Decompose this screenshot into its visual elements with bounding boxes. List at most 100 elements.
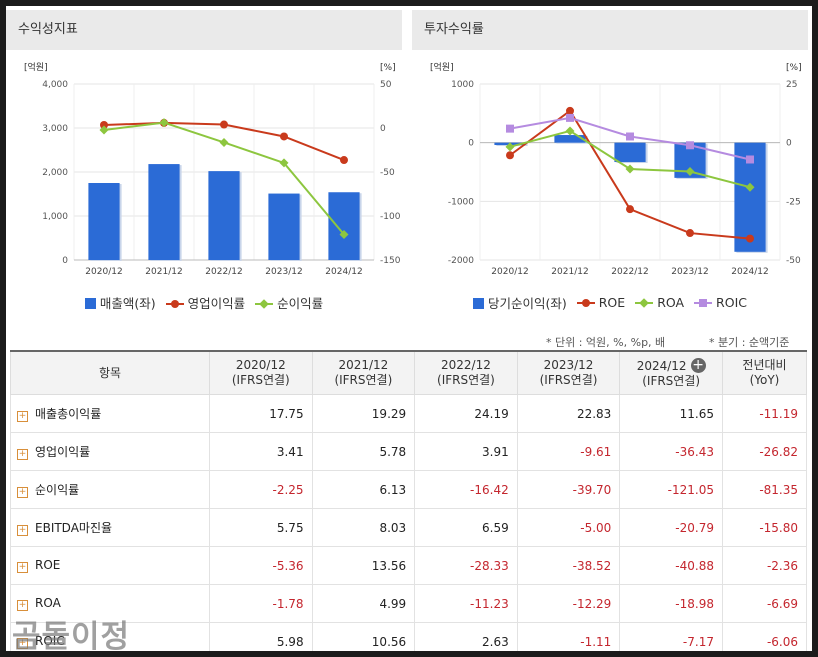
point-marker <box>505 142 515 152</box>
table-cell: -7.17 <box>619 622 723 651</box>
investment-return-panel: 투자수익률 1000 0 -1000 -2000 25 0 -25 -50 [억원] [%] 202… <box>412 10 808 312</box>
left-axis-tick: 1000 <box>451 80 474 90</box>
table-cell: -9.61 <box>516 432 621 471</box>
row-label-cell[interactable]: + EBITDA마진율 <box>10 508 210 547</box>
expand-row-icon[interactable]: + <box>17 562 28 573</box>
legend-label: 매출액(좌) <box>99 296 156 311</box>
legend-swatch-line <box>255 298 274 309</box>
point-marker <box>746 234 754 243</box>
right-axis-tick: 50 <box>380 80 392 90</box>
column-header: 2023/12 (IFRS연결) <box>516 350 621 395</box>
legend-label: ROA <box>657 295 685 310</box>
point-marker <box>565 126 575 136</box>
bar <box>614 142 646 163</box>
column-header: 전년대비 (YoY) <box>721 350 808 395</box>
legend-swatch-line <box>694 297 713 308</box>
row-label-cell[interactable]: + 순이익률 <box>10 470 210 509</box>
table-cell: 22.83 <box>516 394 621 433</box>
table-cell: -121.05 <box>619 470 723 509</box>
watermark: 곰돌이정 <box>12 619 131 651</box>
legend-item[interactable]: ROE <box>576 295 625 310</box>
row-label-cell[interactable]: + ROE <box>10 546 210 585</box>
left-axis-tick: 4,000 <box>42 80 68 90</box>
category-label: 2024/12 <box>325 267 362 277</box>
left-axis-tick: 0 <box>468 139 474 149</box>
right-axis-tick: 0 <box>380 124 386 134</box>
point-marker <box>745 182 755 192</box>
right-axis-tick: -150 <box>380 256 401 266</box>
row-label-cell[interactable]: + ROA <box>10 584 210 623</box>
bar <box>148 164 180 260</box>
point-marker <box>626 205 634 214</box>
left-axis-tick: -2000 <box>448 256 474 266</box>
profitability-panel: 수익성지표 4,000 3,000 2,000 1,000 0 50 0 -50 -100 -15… <box>6 10 402 312</box>
table-cell: -1.11 <box>516 622 621 651</box>
row-label-cell[interactable]: + 영업이익률 <box>10 432 210 471</box>
point-marker <box>99 125 109 135</box>
table-cell: -6.06 <box>721 622 808 651</box>
column-period: 2021/12 <box>338 358 389 372</box>
row-label-cell[interactable]: + 매출총이익률 <box>10 394 210 433</box>
column-period: 2023/12 <box>543 358 594 372</box>
category-label: 2023/12 <box>671 267 708 277</box>
left-axis-tick: 1,000 <box>42 212 68 222</box>
right-axis-tick: -100 <box>380 212 401 222</box>
legend-item[interactable]: 당기순이익(좌) <box>472 293 567 312</box>
expand-row-icon[interactable]: + <box>17 638 28 649</box>
table-cell: 5.78 <box>311 432 416 471</box>
bar <box>554 135 586 143</box>
table-cell: -38.52 <box>516 546 621 585</box>
investment-return-chart: 1000 0 -1000 -2000 25 0 -25 -50 [억원] [%] 2020/12 20… <box>430 61 802 277</box>
right-axis-tick: 25 <box>786 80 797 90</box>
point-marker <box>506 151 514 160</box>
table-row: + ROE -5.36 13.56 -28.33 -38.52 -40.88 -2.36 <box>10 546 808 585</box>
right-axis-tick: 0 <box>786 139 792 149</box>
expand-row-icon[interactable]: + <box>17 600 28 611</box>
expand-row-icon[interactable]: + <box>17 525 28 536</box>
table-cell: -40.88 <box>619 546 723 585</box>
column-basis: (IFRS연결) <box>539 373 598 387</box>
table-row: + ROA -1.78 4.99 -11.23 -12.29 -18.98 -6.69 <box>10 584 808 623</box>
point-marker <box>219 137 229 147</box>
bar <box>88 183 120 260</box>
bar <box>328 192 360 260</box>
legend-item[interactable]: 순이익률 <box>255 293 323 312</box>
table-cell: 2.63 <box>414 622 518 651</box>
table-cell: 5.75 <box>209 508 313 547</box>
column-header: 2022/12 (IFRS연결) <box>414 350 518 395</box>
point-marker <box>159 118 169 128</box>
column-header: 2021/12 (IFRS연결) <box>311 350 416 395</box>
point-marker <box>686 229 694 238</box>
table-cell: 8.03 <box>311 508 416 547</box>
expand-row-icon[interactable]: + <box>17 487 28 498</box>
column-basis: (IFRS연결) <box>642 373 701 388</box>
column-period: 2024/12 <box>636 358 687 373</box>
column-basis: (IFRS연결) <box>437 373 495 387</box>
expand-row-icon[interactable]: + <box>17 449 28 460</box>
legend-label: ROIC <box>716 295 747 310</box>
row-label: 순이익률 <box>35 483 80 497</box>
table-cell: -16.42 <box>414 470 518 509</box>
legend-swatch-bar <box>472 298 484 309</box>
legend-item[interactable]: ROIC <box>694 295 747 310</box>
legend-item[interactable]: 영업이익률 <box>165 293 245 312</box>
row-label: ROIC <box>35 634 65 648</box>
point-marker <box>566 106 574 115</box>
legend-item[interactable]: ROA <box>635 295 684 310</box>
table-cell: 4.99 <box>311 584 416 623</box>
column-period: 전년대비 <box>742 358 787 372</box>
bar <box>208 171 240 260</box>
series-line <box>509 109 751 240</box>
row-label-cell[interactable]: + ROIC <box>10 622 210 651</box>
legend-item[interactable]: 매출액(좌) <box>84 293 156 312</box>
expand-columns-icon[interactable]: + <box>690 356 706 373</box>
point-marker <box>279 158 289 168</box>
table-cell: -15.80 <box>721 508 808 547</box>
category-label: 2021/12 <box>551 267 588 277</box>
table-body: + 매출총이익률 17.75 19.29 24.19 22.83 11.65 -11.19 + 영… <box>10 394 808 651</box>
profitability-legend: 매출액(좌) 영업이익률 순이익률 <box>6 293 402 312</box>
left-axis-tick: 3,000 <box>42 124 68 134</box>
expand-row-icon[interactable]: + <box>17 411 28 422</box>
table-cell: -18.98 <box>619 584 723 623</box>
table-cell: -5.00 <box>516 508 621 547</box>
